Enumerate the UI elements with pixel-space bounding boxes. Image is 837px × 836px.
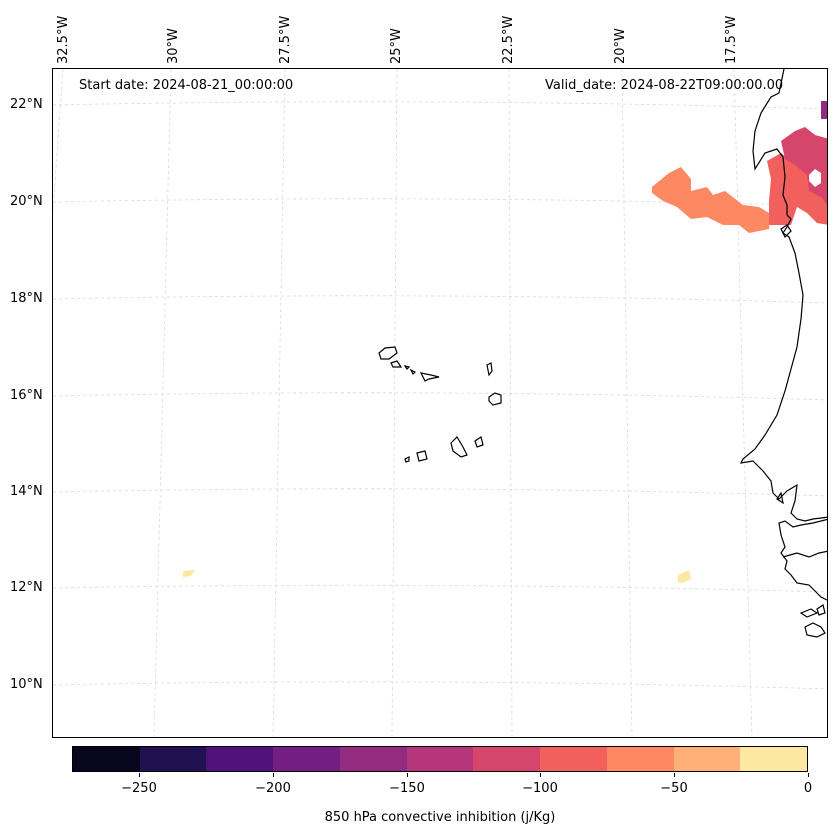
cin-pale-spots	[183, 570, 691, 583]
colorbar-tick-label: 0	[803, 781, 813, 796]
colorbar-tick-label: −150	[389, 781, 425, 796]
latitude-label: 14°N	[10, 484, 43, 499]
cin-purple-region	[821, 101, 827, 119]
colorbar-segment	[606, 747, 674, 771]
cape-verde-islands	[378, 346, 502, 463]
colorbar	[72, 746, 808, 772]
valid-date-label: Valid_date: 2024-08-22T09:00:00.00	[545, 78, 784, 93]
colorbar-segment	[540, 747, 607, 771]
coastline	[739, 69, 827, 638]
longitude-label: 32.5°W	[56, 15, 71, 64]
colorbar-segment	[339, 747, 407, 771]
latitude-label: 18°N	[10, 291, 43, 306]
longitude-label: 22.5°W	[501, 15, 516, 64]
latitude-label: 12°N	[10, 580, 43, 595]
colorbar-tick-label: −50	[660, 781, 688, 796]
colorbar-tick	[808, 773, 809, 777]
colorbar-tick-label: −250	[121, 781, 157, 796]
colorbar-segment	[206, 747, 274, 771]
colorbar-tick-label: −100	[522, 781, 558, 796]
latitude-label: 20°N	[10, 194, 43, 209]
map-canvas	[53, 69, 827, 737]
colorbar-segment	[406, 747, 474, 771]
latitude-label: 16°N	[10, 388, 43, 403]
colorbar-tick	[540, 773, 541, 777]
start-date-label: Start date: 2024-08-21_00:00:00	[79, 78, 294, 93]
latitude-label: 22°N	[10, 97, 43, 112]
colorbar-tick	[273, 773, 274, 777]
latitude-gridlines	[53, 101, 827, 690]
colorbar-tick	[139, 773, 140, 777]
cin-white-hole	[809, 169, 821, 187]
longitude-label: 25°W	[389, 28, 404, 64]
longitude-label: 20°W	[613, 28, 628, 64]
cin-orange-region	[652, 167, 769, 233]
map-panel	[52, 68, 828, 738]
colorbar-segment	[73, 747, 140, 771]
longitude-label: 27.5°W	[278, 15, 293, 64]
colorbar-tick	[407, 773, 408, 777]
latitude-label: 10°N	[10, 677, 43, 692]
colorbar-segment	[473, 747, 541, 771]
colorbar-segment	[740, 747, 808, 771]
colorbar-segment	[273, 747, 340, 771]
longitude-gridlines	[53, 69, 753, 737]
colorbar-title: 850 hPa convective inhibition (j/Kg)	[324, 810, 556, 825]
longitude-label: 30°W	[166, 28, 181, 64]
colorbar-segment	[673, 747, 741, 771]
longitude-label: 17.5°W	[724, 15, 739, 64]
colorbar-segment	[139, 747, 207, 771]
coastline-bay-island	[780, 224, 792, 239]
colorbar-tick-label: −200	[255, 781, 291, 796]
colorbar-tick	[674, 773, 675, 777]
